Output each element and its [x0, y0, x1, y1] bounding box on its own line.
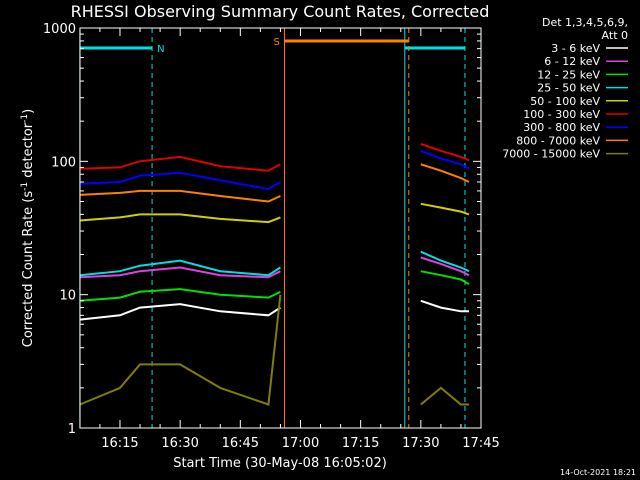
- y-axis-label-mid: detector: [21, 122, 36, 182]
- series-line-4-before-saa: [79, 259, 281, 277]
- series-line-1-before-saa: [79, 303, 281, 321]
- series-line-7-after-saa: [420, 149, 470, 170]
- legend-label: 6 - 12 keV: [544, 55, 600, 68]
- legend-label: 50 - 100 keV: [530, 95, 600, 108]
- legend-label: 100 - 300 keV: [523, 108, 600, 121]
- generated-timestamp: 14-Oct-2021 18:21: [560, 468, 636, 477]
- x-tick-label: 16:15: [101, 436, 138, 451]
- y-tick-label: 1: [68, 422, 76, 437]
- series-line-9-before-saa: [79, 294, 282, 406]
- series-line-8-after-saa: [420, 163, 470, 183]
- legend-header-line2: Att 0: [602, 29, 628, 42]
- x-tick-label: 17:15: [342, 436, 379, 451]
- series-line-5-after-saa: [420, 202, 470, 216]
- x-tick-label: 17:00: [282, 436, 319, 451]
- series-line-5-before-saa: [79, 213, 281, 224]
- y-axis-label: Corrected Count Rate (s-1 detector-1): [20, 109, 36, 347]
- x-axis-ticks: 16:15 16:30 16:45 17:00 17:15 17:30 17:45: [99, 28, 500, 451]
- series-line-6-after-saa: [420, 143, 470, 162]
- series-line-3-before-saa: [79, 288, 281, 302]
- y-tick-label: 10: [59, 289, 76, 304]
- saa-label: S: [273, 37, 279, 48]
- night-label: N: [157, 44, 164, 55]
- series-line-1-after-saa: [420, 299, 469, 313]
- y-axis-ticks: 1 10 100 1000: [43, 22, 481, 437]
- series-line-2-before-saa: [79, 266, 281, 279]
- series-line-8-before-saa: [79, 189, 281, 203]
- x-tick-label: 16:45: [222, 436, 259, 451]
- series-line-9-after-saa: [420, 386, 469, 406]
- legend-label: 300 - 800 keV: [523, 121, 600, 134]
- legend-label: 7000 - 15000 keV: [502, 148, 600, 161]
- series-line-2-after-saa: [420, 256, 470, 277]
- legend-label: 25 - 50 keV: [537, 82, 600, 95]
- series-line-6-before-saa: [79, 155, 281, 172]
- x-tick-label: 16:30: [161, 436, 198, 451]
- y-axis-label-sup2: -1: [20, 114, 30, 123]
- y-axis-label-start: Corrected Count Rate (s: [21, 191, 36, 348]
- series-line-4-after-saa: [420, 250, 470, 273]
- y-tick-label: 1000: [43, 22, 76, 37]
- y-axis-label-end: ): [21, 109, 36, 114]
- x-axis-label: Start Time (30-May-08 16:05:02): [173, 456, 387, 471]
- y-axis-label-sup1: -1: [20, 182, 30, 191]
- legend-label: 3 - 6 keV: [551, 42, 600, 55]
- y-tick-label: 100: [51, 155, 76, 170]
- legend-header-line1: Det 1,3,4,5,6,9,: [542, 16, 628, 29]
- series-line-3-after-saa: [420, 270, 470, 285]
- legend-label: 12 - 25 keV: [537, 68, 600, 81]
- chart-title: RHESSI Observing Summary Count Rates, Co…: [71, 2, 490, 21]
- x-tick-label: 17:45: [462, 436, 499, 451]
- series-lines: [79, 143, 470, 406]
- x-tick-label: 17:30: [402, 436, 439, 451]
- legend-label: 800 - 7000 keV: [516, 134, 600, 147]
- series-line-7-before-saa: [79, 171, 281, 191]
